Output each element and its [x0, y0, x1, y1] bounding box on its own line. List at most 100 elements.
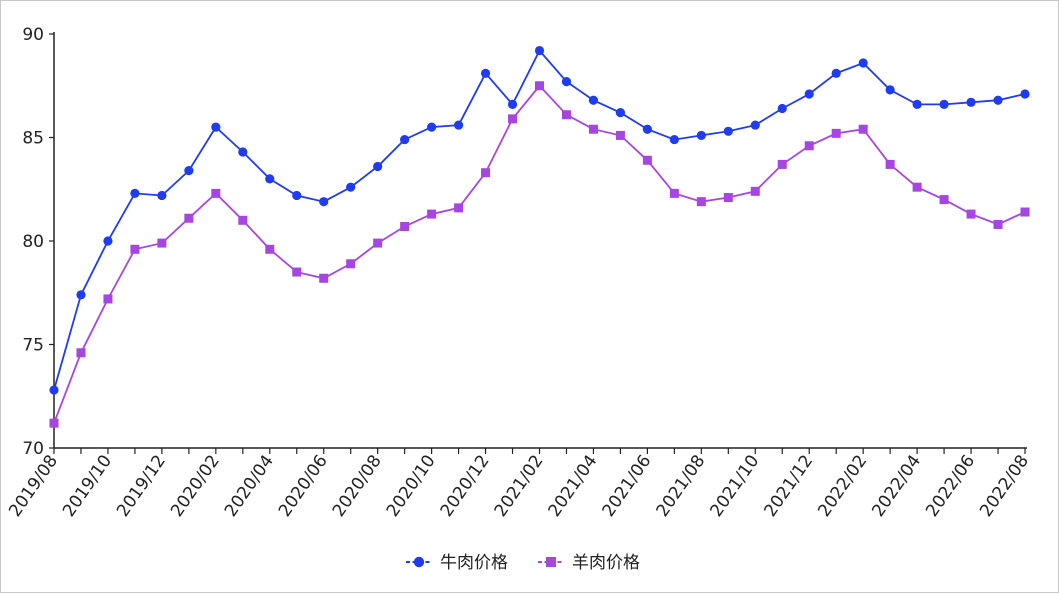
data-point [238, 147, 248, 157]
data-point [480, 68, 491, 78]
data-point [76, 290, 86, 300]
x-tick-label: 2020/08 [329, 451, 386, 520]
data-point [373, 161, 383, 172]
data-point [265, 174, 275, 184]
x-tick-label: 2019/08 [5, 451, 62, 520]
data-point [858, 124, 868, 134]
x-tick-label: 2022/08 [976, 451, 1033, 520]
data-point [804, 89, 814, 99]
series-layer [49, 45, 1030, 428]
data-point [292, 267, 302, 277]
data-point [292, 190, 302, 201]
data-point [238, 215, 248, 225]
data-point [831, 128, 841, 138]
data-point [561, 77, 572, 87]
series-line [53, 48, 1026, 391]
data-point [966, 97, 976, 107]
data-point [615, 130, 625, 140]
series-2 [49, 81, 1030, 428]
data-point [831, 68, 841, 78]
data-point [319, 197, 329, 207]
data-point [400, 134, 410, 145]
x-tick-label: 2021/02 [491, 451, 548, 520]
data-point [642, 155, 652, 165]
data-point [400, 222, 410, 232]
legend-label: 羊肉价格 [572, 553, 640, 573]
data-point [346, 259, 356, 269]
x-tick-label: 2020/02 [167, 451, 224, 520]
data-point [939, 99, 949, 109]
data-point [912, 99, 922, 109]
data-point [1020, 89, 1030, 99]
data-point [993, 95, 1003, 105]
legend-marker [413, 556, 425, 568]
data-point [49, 418, 59, 428]
data-point [103, 236, 113, 246]
data-point [777, 159, 787, 169]
x-tick-label: 2020/06 [275, 451, 332, 520]
x-tick-label: 2021/10 [706, 451, 763, 520]
data-point [427, 209, 437, 219]
legend-item[interactable]: 羊肉价格 [538, 553, 640, 573]
data-point [588, 95, 599, 105]
data-point [1020, 207, 1030, 217]
data-point [130, 244, 140, 254]
data-point [157, 238, 167, 248]
data-point [669, 188, 679, 198]
data-point [777, 103, 787, 114]
y-axis-ticks: 70 75 80 85 90 [22, 25, 54, 459]
data-point [211, 122, 221, 132]
data-point [103, 294, 113, 304]
data-point [427, 122, 437, 132]
data-point [885, 85, 895, 95]
legend-label: 牛肉价格 [440, 553, 508, 573]
x-tick-label: 2019/10 [59, 451, 116, 520]
data-point [481, 168, 491, 178]
data-point [939, 195, 949, 205]
x-tick-label: 2021/12 [760, 451, 817, 520]
data-point [184, 166, 194, 176]
data-point [642, 124, 652, 134]
legend: 牛肉价格 羊肉价格 [406, 553, 640, 573]
x-tick-label: 2020/12 [437, 451, 494, 520]
data-point [561, 110, 571, 120]
x-tick-label: 2020/04 [221, 451, 278, 520]
data-point [265, 244, 275, 254]
data-point [912, 182, 922, 192]
axes [53, 32, 1027, 449]
series-1 [49, 45, 1030, 395]
x-tick-label: 2021/08 [653, 451, 710, 520]
x-tick-label: 2019/12 [113, 451, 170, 520]
x-tick-label: 2021/06 [599, 451, 656, 520]
data-point [76, 348, 86, 358]
data-point [535, 81, 544, 91]
data-point [211, 188, 221, 198]
x-tick-label: 2022/06 [922, 451, 979, 520]
data-point [966, 209, 976, 219]
data-point [454, 203, 464, 213]
data-point [696, 197, 706, 207]
data-point [804, 141, 814, 151]
data-point [885, 159, 895, 169]
data-point [130, 188, 140, 198]
data-point [750, 186, 760, 196]
y-tick-label: 85 [22, 129, 44, 149]
data-point [453, 120, 464, 130]
data-point [750, 120, 760, 130]
data-point [319, 273, 329, 283]
data-point [588, 124, 598, 134]
data-point [157, 190, 167, 201]
x-tick-label: 2022/02 [814, 451, 871, 520]
data-point [508, 114, 518, 124]
legend-item[interactable]: 牛肉价格 [406, 553, 508, 573]
y-tick-label: 70 [22, 439, 44, 459]
data-point [49, 385, 59, 395]
data-point [507, 99, 518, 109]
data-point [184, 213, 194, 223]
y-tick-label: 90 [22, 25, 44, 45]
data-point [669, 134, 679, 145]
data-point [534, 45, 545, 56]
data-point [346, 182, 356, 192]
